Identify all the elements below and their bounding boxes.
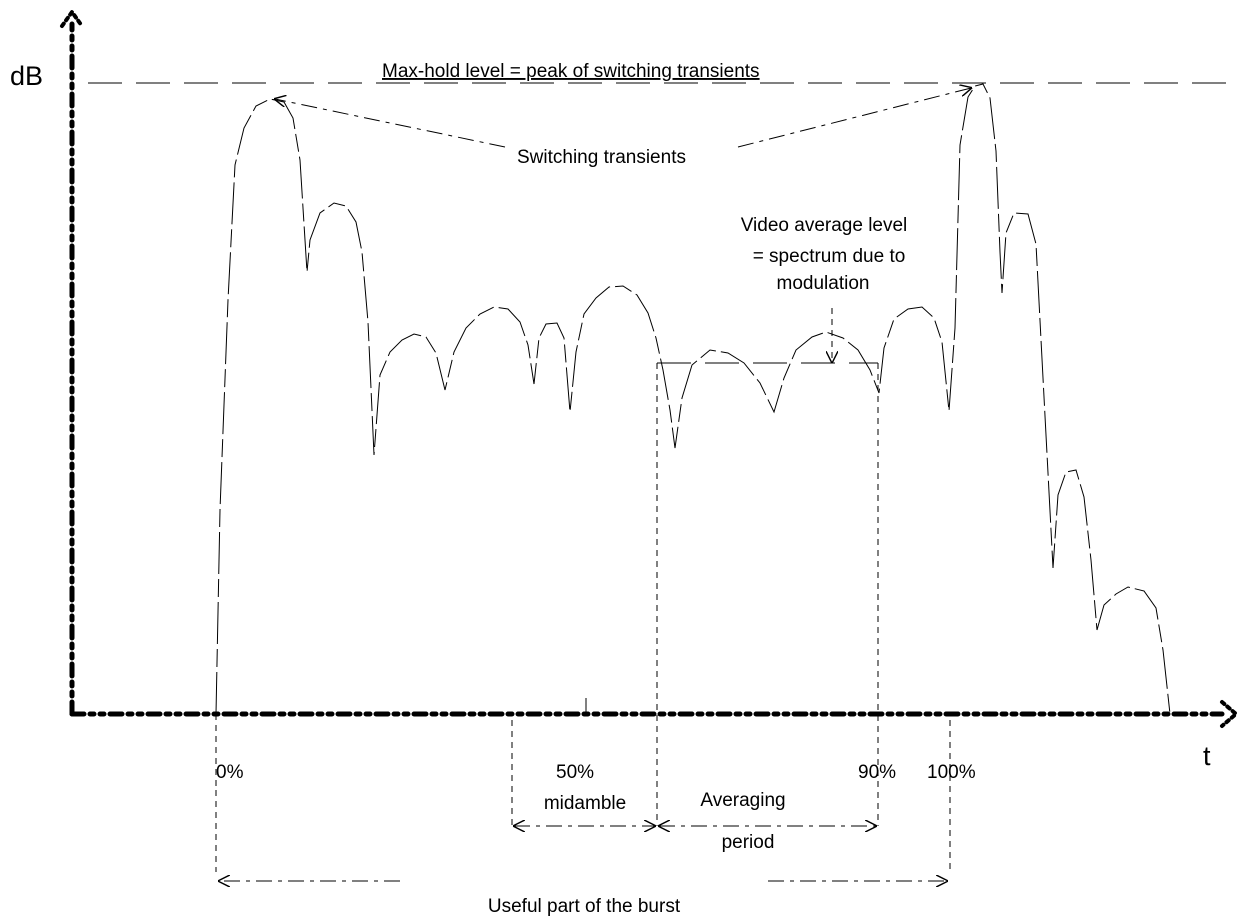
averaging-label-line2: period	[722, 832, 775, 853]
burst-power-curve	[215, 83, 1171, 715]
y-axis-label: dB	[10, 61, 43, 91]
video-average-label-line3: modulation	[777, 273, 870, 294]
video-average-label-line1: Video average level	[741, 215, 908, 236]
max-hold-label: Max-hold level = peak of switching trans…	[382, 61, 760, 82]
x-axis-label: t	[1203, 741, 1211, 771]
averaging-label-line1: Averaging	[700, 790, 785, 811]
switching-pointer-left	[275, 99, 506, 148]
x-axis-arrow-icon	[1220, 700, 1239, 728]
switching-transients-label: Switching transients	[517, 147, 686, 168]
tick-label-0: 0%	[216, 762, 244, 783]
midamble-label: midamble	[544, 793, 626, 814]
tick-label-100: 100%	[927, 762, 976, 783]
tick-label-90: 90%	[858, 762, 896, 783]
video-average-label-line2: = spectrum due to	[753, 246, 906, 267]
switching-pointer-right	[737, 88, 971, 148]
useful-part-label: Useful part of the burst	[488, 896, 681, 917]
y-axis-arrow-icon	[60, 8, 84, 28]
tick-label-50: 50%	[556, 762, 594, 783]
